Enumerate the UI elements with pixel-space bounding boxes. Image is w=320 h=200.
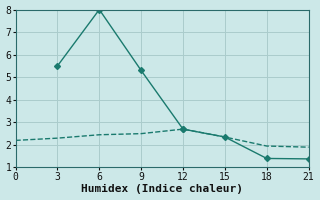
X-axis label: Humidex (Indice chaleur): Humidex (Indice chaleur): [81, 184, 243, 194]
